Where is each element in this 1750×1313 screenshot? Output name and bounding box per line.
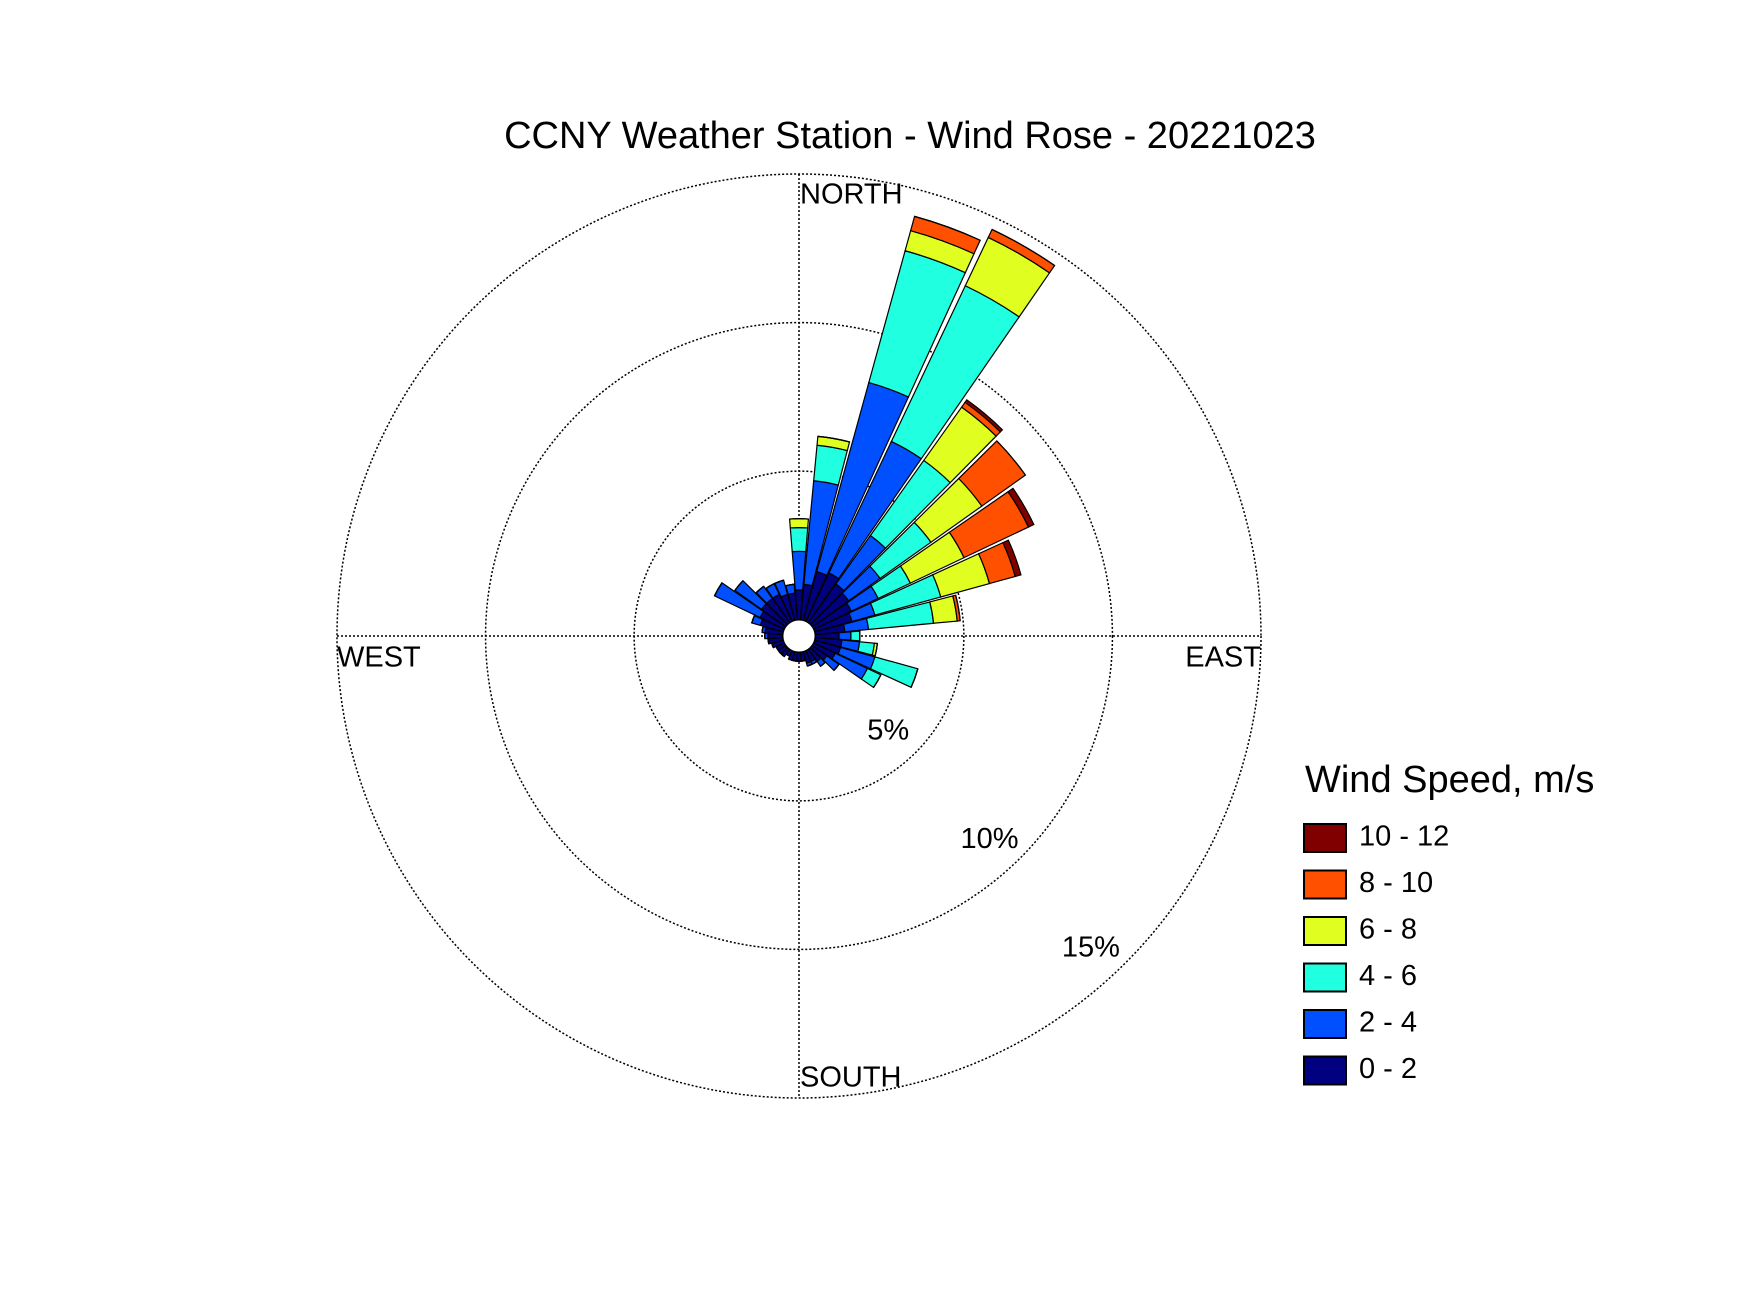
wind-segment (788, 518, 810, 529)
grid-ring (484, 321, 1114, 951)
wind-segment (751, 615, 756, 624)
legend: 0 - 2 2 - 4 4 - 6 6 - 8 8 - 10 10 - 12 (1303, 821, 1449, 1086)
legend-label: 0 - 2 (1359, 1053, 1417, 1085)
wind-segment (734, 580, 744, 591)
legend-label: 8 - 10 (1359, 867, 1433, 899)
wind-segment (910, 668, 919, 688)
wind-segment (765, 583, 775, 589)
east-label: EAST (1185, 642, 1261, 674)
wind-segment (789, 526, 809, 553)
legend-label: 4 - 6 (1359, 960, 1417, 992)
bars (713, 215, 1056, 689)
wind-segment (1007, 487, 1035, 528)
wind-segment (801, 659, 806, 662)
wind-segment (713, 582, 723, 597)
labels: NORTH EAST SOUTH WEST 5% 10% 15% (337, 179, 1261, 1094)
wind-segment (838, 631, 852, 641)
wind-segment (964, 399, 1004, 433)
center-hole (781, 618, 817, 654)
legend-swatch (1303, 823, 1347, 853)
grid-ring (336, 173, 1262, 1099)
legend-label: 6 - 8 (1359, 914, 1417, 946)
wind-segment (792, 659, 797, 662)
r-tick-label: 5% (867, 714, 909, 746)
wind-segment (850, 630, 861, 642)
legend-swatch (1303, 1055, 1347, 1086)
wind-segment (955, 595, 961, 621)
legend-swatch (1303, 1009, 1347, 1039)
wind-segment (996, 440, 1026, 476)
legend-swatch (1303, 869, 1347, 900)
r-tick-label: 15% (1062, 932, 1120, 964)
r-tick-label: 10% (961, 823, 1019, 855)
grid-ring (633, 470, 965, 802)
chart-title: CCNY Weather Station - Wind Rose - 20221… (504, 115, 1316, 157)
legend-title: Wind Speed, m/s (1305, 759, 1594, 801)
wind-segment (807, 663, 813, 667)
legend-swatch (1303, 962, 1347, 993)
west-label: WEST (337, 642, 421, 674)
legend-label: 2 - 4 (1359, 1007, 1417, 1039)
legend-label: 10 - 12 (1359, 821, 1449, 853)
wind-segment (1002, 539, 1022, 578)
north-label: NORTH (800, 179, 903, 211)
legend-swatch (1303, 916, 1347, 946)
wind-segment (991, 228, 1055, 266)
south-label: SOUTH (800, 1062, 902, 1094)
wind-segment (874, 643, 878, 656)
